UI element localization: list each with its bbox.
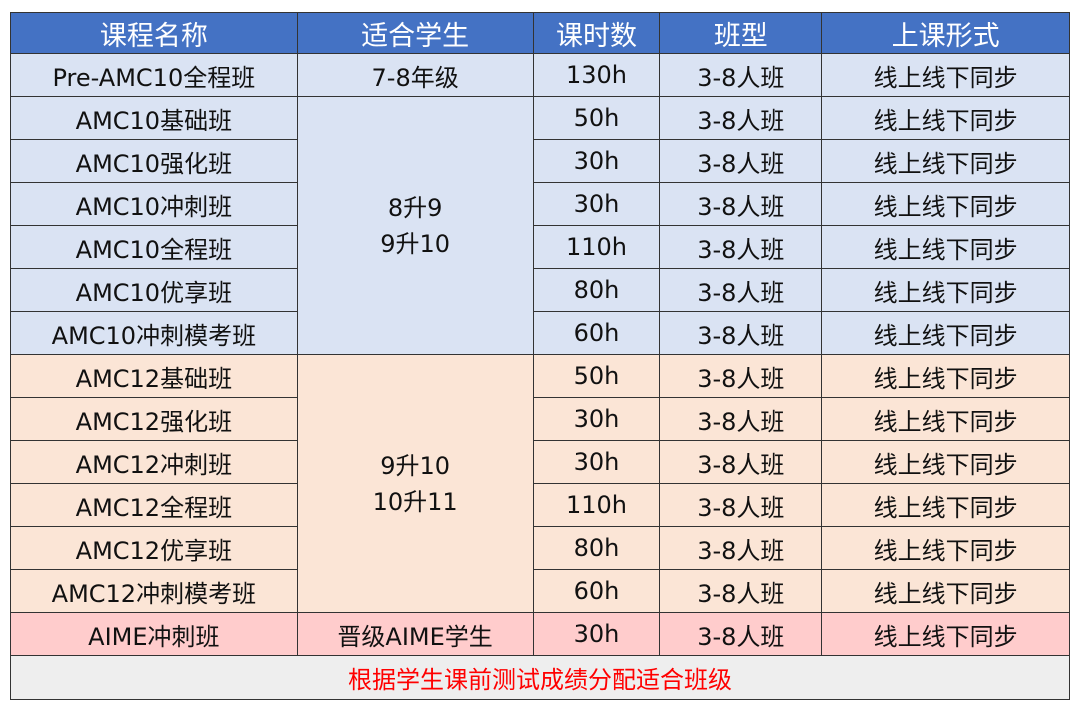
aime-name: AIME冲刺班	[10, 612, 298, 656]
table-row: AMC10强化班 30h 3-8人班 线上线下同步	[10, 139, 1070, 183]
table-row: AMC12优享班 80h 3-8人班 线上线下同步	[10, 526, 1070, 570]
class-size: 3-8人班	[659, 397, 823, 441]
header-row: 课程名称 适合学生 课时数 班型 上课形式	[10, 12, 1070, 54]
mode: 线上线下同步	[821, 526, 1070, 570]
class-size: 3-8人班	[659, 225, 823, 269]
class-size: 3-8人班	[659, 440, 823, 484]
class-size: 3-8人班	[659, 96, 823, 140]
course-table: 课程名称 适合学生 课时数 班型 上课形式 Pre-AMC10全程班 7-8年级…	[10, 12, 1070, 700]
mode: 线上线下同步	[821, 440, 1070, 484]
course-name: Pre-AMC10全程班	[10, 53, 298, 97]
hours: 30h	[532, 139, 661, 183]
students: 8升9 9升10	[296, 96, 534, 355]
hours: 30h	[532, 440, 661, 484]
table-row: AMC10基础班 8升9 9升10 50h 3-8人班 线上线下同步	[10, 96, 1070, 355]
hours: 130h	[532, 53, 661, 97]
mode: 线上线下同步	[821, 96, 1070, 140]
header-students: 适合学生	[296, 12, 534, 54]
aime-hours: 30h	[532, 612, 661, 656]
mode: 线上线下同步	[821, 311, 1070, 355]
course-name: AMC10优享班	[10, 268, 298, 312]
course-name: AMC10冲刺模考班	[10, 311, 298, 355]
footer-note: 根据学生课前测试成绩分配适合班级	[10, 655, 1070, 700]
mode: 线上线下同步	[821, 53, 1070, 97]
class-size: 3-8人班	[659, 268, 823, 312]
course-name: AMC12全程班	[10, 483, 298, 527]
class-size: 3-8人班	[659, 526, 823, 570]
course-name: AMC10强化班	[10, 139, 298, 183]
hours: 50h	[532, 354, 661, 398]
course-name: AMC10全程班	[10, 225, 298, 269]
class-size: 3-8人班	[659, 53, 823, 97]
class-size: 3-8人班	[659, 354, 823, 398]
mode: 线上线下同步	[821, 139, 1070, 183]
table-row: AMC12基础班 9升10 10升11 50h 3-8人班 线上线下同步	[10, 354, 1070, 613]
students-line: 8升9	[387, 193, 443, 222]
mode: 线上线下同步	[821, 225, 1070, 269]
mode: 线上线下同步	[821, 397, 1070, 441]
class-size: 3-8人班	[659, 483, 823, 527]
class-size: 3-8人班	[659, 311, 823, 355]
aime-mode: 线上线下同步	[821, 612, 1070, 656]
course-name: AMC12基础班	[10, 354, 298, 398]
students-line: 9升10	[380, 451, 451, 480]
course-name: AMC12优享班	[10, 526, 298, 570]
students: 7-8年级	[296, 53, 534, 97]
class-size: 3-8人班	[659, 569, 823, 613]
table-row: AMC12全程班 110h 3-8人班 线上线下同步	[10, 483, 1070, 527]
table-row: AMC10冲刺模考班 60h 3-8人班 线上线下同步	[10, 311, 1070, 355]
mode: 线上线下同步	[821, 268, 1070, 312]
hours: 30h	[532, 182, 661, 226]
table-row: AMC12冲刺班 30h 3-8人班 线上线下同步	[10, 440, 1070, 484]
header-class-size: 班型	[659, 12, 823, 54]
mode: 线上线下同步	[821, 182, 1070, 226]
class-size: 3-8人班	[659, 182, 823, 226]
hours: 50h	[532, 96, 661, 140]
header-hours: 课时数	[532, 12, 661, 54]
hours: 80h	[532, 526, 661, 570]
hours: 60h	[532, 311, 661, 355]
mode: 线上线下同步	[821, 483, 1070, 527]
students-line: 9升10	[380, 229, 451, 258]
course-name: AMC10冲刺班	[10, 182, 298, 226]
course-name: AMC10基础班	[10, 96, 298, 140]
table-row: AMC12冲刺模考班 60h 3-8人班 线上线下同步	[10, 569, 1070, 613]
hours: 30h	[532, 397, 661, 441]
hours: 110h	[532, 225, 661, 269]
students: 9升10 10升11	[296, 354, 534, 613]
footer-row: 根据学生课前测试成绩分配适合班级	[10, 655, 1070, 700]
students-line: 10升11	[372, 487, 458, 516]
table-row: Pre-AMC10全程班 7-8年级 130h 3-8人班 线上线下同步	[10, 53, 1070, 97]
hours: 80h	[532, 268, 661, 312]
table-row: AMC10优享班 80h 3-8人班 线上线下同步	[10, 268, 1070, 312]
mode: 线上线下同步	[821, 569, 1070, 613]
hours: 110h	[532, 483, 661, 527]
course-name: AMC12冲刺班	[10, 440, 298, 484]
table-row: AMC10全程班 110h 3-8人班 线上线下同步	[10, 225, 1070, 269]
course-name: AMC12冲刺模考班	[10, 569, 298, 613]
table-row: AIME冲刺班 晋级AIME学生 30h 3-8人班 线上线下同步	[10, 612, 1070, 656]
mode: 线上线下同步	[821, 354, 1070, 398]
table-row: AMC12强化班 30h 3-8人班 线上线下同步	[10, 397, 1070, 441]
header-mode: 上课形式	[821, 12, 1070, 54]
table-row: AMC10冲刺班 30h 3-8人班 线上线下同步	[10, 182, 1070, 226]
aime-size: 3-8人班	[659, 612, 823, 656]
header-course-name: 课程名称	[10, 12, 298, 54]
course-name: AMC12强化班	[10, 397, 298, 441]
hours: 60h	[532, 569, 661, 613]
class-size: 3-8人班	[659, 139, 823, 183]
aime-students: 晋级AIME学生	[296, 612, 534, 656]
